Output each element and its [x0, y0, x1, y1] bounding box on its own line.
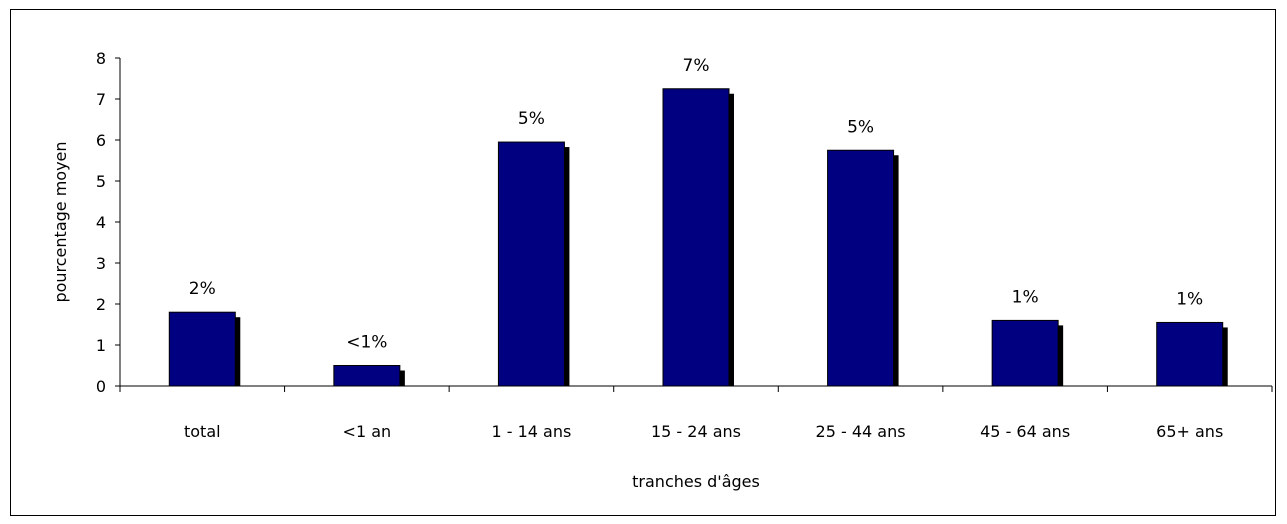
x-category-label: 15 - 24 ans	[651, 422, 741, 441]
bars	[168, 88, 1228, 387]
bar-value-label: 2%	[189, 279, 216, 299]
bar-value-label: 5%	[847, 117, 874, 137]
bar	[827, 149, 895, 387]
bar	[168, 311, 236, 387]
y-tick-label: 6	[96, 131, 106, 150]
bar	[497, 141, 565, 387]
category-labels: total <1 an 1 - 14 ans 15 - 24 ans 25 - 44 a…	[119, 386, 1273, 441]
y-axis-title: pourcentage moyen	[51, 141, 70, 302]
x-category-label: 25 - 44 ans	[816, 422, 906, 441]
value-labels: 2% <1% 5% 7% 5% 1% 1%	[189, 56, 1203, 353]
y-tick-label: 1	[96, 336, 106, 355]
chart-frame	[10, 9, 1276, 516]
y-tick-label: 5	[96, 172, 106, 191]
bar	[991, 319, 1059, 387]
bar-value-label: 1%	[1012, 287, 1039, 307]
y-tick-label: 3	[96, 254, 106, 273]
y-axis-ticks: 0 1 2 3 4 5 6 7 8	[96, 49, 120, 396]
x-category-label: total	[184, 422, 221, 441]
x-category-label: 1 - 14 ans	[491, 422, 571, 441]
bar-value-label: 1%	[1176, 289, 1203, 309]
bar-value-label: <1%	[346, 333, 387, 353]
y-tick-label: 4	[96, 213, 106, 232]
y-tick-label: 8	[96, 49, 106, 68]
x-axis-title: tranches d'âges	[632, 472, 760, 491]
bar	[1156, 321, 1224, 387]
y-tick-label: 7	[96, 90, 106, 109]
bar-value-label: 7%	[683, 56, 710, 76]
bar	[662, 88, 730, 387]
bar-value-label: 5%	[518, 109, 545, 129]
x-category-label: 45 - 64 ans	[980, 422, 1070, 441]
y-tick-label: 2	[96, 295, 106, 314]
x-category-label: <1 an	[343, 422, 392, 441]
x-category-label: 65+ ans	[1156, 422, 1223, 441]
y-tick-label: 0	[96, 377, 106, 396]
bar	[333, 365, 401, 387]
